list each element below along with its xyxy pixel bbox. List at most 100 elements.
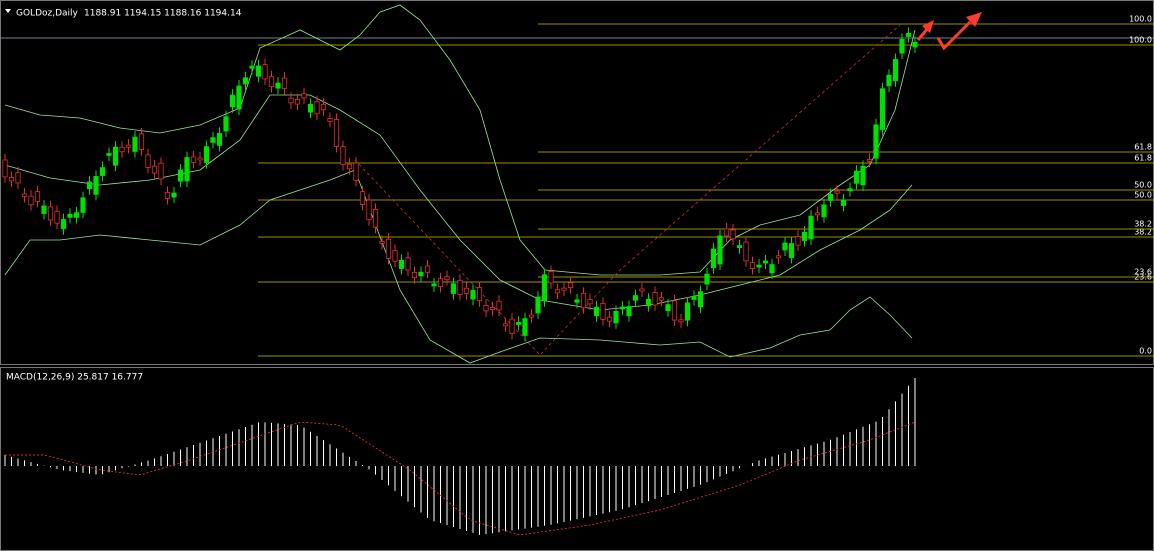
candle-body	[613, 310, 619, 324]
candle-body	[561, 287, 567, 291]
candle-body	[164, 191, 171, 199]
candle-body	[665, 304, 671, 312]
menu-arrow[interactable]	[5, 9, 11, 13]
candle-body	[307, 104, 314, 113]
candle-body	[795, 236, 801, 246]
candle-body	[476, 287, 483, 302]
candle-body	[541, 274, 548, 302]
band-lower	[4, 169, 913, 364]
candle-body	[353, 162, 359, 181]
candle-body	[158, 162, 164, 180]
candle-body	[769, 264, 775, 274]
fib-label: 100.0	[1129, 36, 1152, 45]
candle-body	[866, 159, 873, 162]
candle-body	[879, 88, 886, 130]
band-upper	[4, 4, 916, 276]
candle-body	[366, 199, 372, 221]
candle-body	[60, 219, 67, 230]
candle-body	[912, 41, 918, 48]
candle-body	[216, 133, 223, 146]
candle-body	[515, 322, 522, 325]
candle-body	[138, 133, 145, 150]
fib-label: 38.2	[1134, 228, 1152, 237]
candle-body	[119, 146, 125, 153]
candle-body	[645, 298, 652, 307]
candle-body	[268, 76, 275, 88]
arrow-1-head	[922, 20, 934, 33]
candle-body	[346, 163, 353, 170]
candle-body	[411, 272, 418, 279]
candle-body	[704, 273, 710, 285]
fib-label: 50.0	[1134, 191, 1152, 200]
candle-body	[99, 167, 106, 176]
candle-body	[294, 99, 301, 105]
candle-body	[125, 144, 132, 148]
candle-body	[905, 32, 912, 37]
candle-body	[190, 156, 197, 163]
candle-body	[834, 190, 840, 194]
candle-body	[80, 197, 86, 213]
candle-body	[873, 124, 879, 159]
candle-body	[652, 292, 658, 306]
candle-body	[15, 172, 21, 184]
candle-body	[483, 305, 489, 312]
candle-body	[619, 306, 626, 310]
candle-body	[203, 146, 210, 163]
candle-body	[782, 242, 788, 251]
candle-body	[229, 94, 236, 108]
candle-body	[314, 101, 320, 115]
candle-body	[281, 77, 288, 89]
candle-body	[567, 282, 574, 289]
candle-body	[691, 296, 697, 300]
candle-body	[736, 245, 743, 249]
candle-body	[385, 238, 392, 259]
arrow-1	[916, 27, 930, 41]
candle-body	[723, 228, 730, 237]
candle-body	[34, 191, 41, 202]
candle-body	[580, 292, 587, 309]
candle-body	[743, 241, 749, 262]
candle-body	[112, 146, 119, 166]
candle-body	[340, 146, 346, 165]
fib-label: 100.0	[1129, 15, 1152, 24]
candle-body	[93, 176, 99, 195]
candle-body	[587, 299, 593, 305]
candle-body	[489, 307, 496, 310]
candle-body	[210, 137, 216, 143]
candle-body	[197, 157, 203, 161]
candle-body	[320, 103, 327, 111]
candle-body	[288, 97, 294, 104]
candle-body	[535, 296, 541, 314]
candle-body	[814, 212, 821, 216]
candle-body	[275, 82, 281, 89]
candle-body	[821, 204, 827, 218]
candle-body	[697, 291, 704, 308]
candle-body	[249, 65, 255, 69]
symbol-label: GOLDoz,Daily	[16, 9, 79, 19]
candle-body	[554, 289, 561, 294]
candle-body	[333, 119, 340, 147]
quote-label: 1188.91 1194.15 1188.16 1194.14	[84, 9, 242, 19]
candle-body	[2, 159, 8, 178]
candle-body	[710, 248, 717, 269]
candle-body	[470, 289, 476, 300]
candle-body	[372, 209, 379, 228]
candle-body	[457, 279, 463, 295]
candle-body	[405, 257, 411, 271]
candle-body	[359, 191, 366, 205]
candle-body	[262, 64, 268, 80]
candle-body	[684, 302, 691, 321]
candle-body	[437, 278, 444, 287]
candle-body	[496, 300, 502, 311]
candle-body	[28, 195, 34, 206]
candle-body	[171, 192, 177, 198]
candle-body	[41, 205, 47, 214]
candle-body	[853, 170, 860, 184]
candle-body	[509, 318, 515, 334]
candle-body	[392, 250, 398, 262]
candle-body	[574, 299, 580, 303]
fib-label: 0.0	[1139, 347, 1152, 356]
candle-body	[606, 316, 613, 322]
candle-body	[860, 165, 866, 186]
